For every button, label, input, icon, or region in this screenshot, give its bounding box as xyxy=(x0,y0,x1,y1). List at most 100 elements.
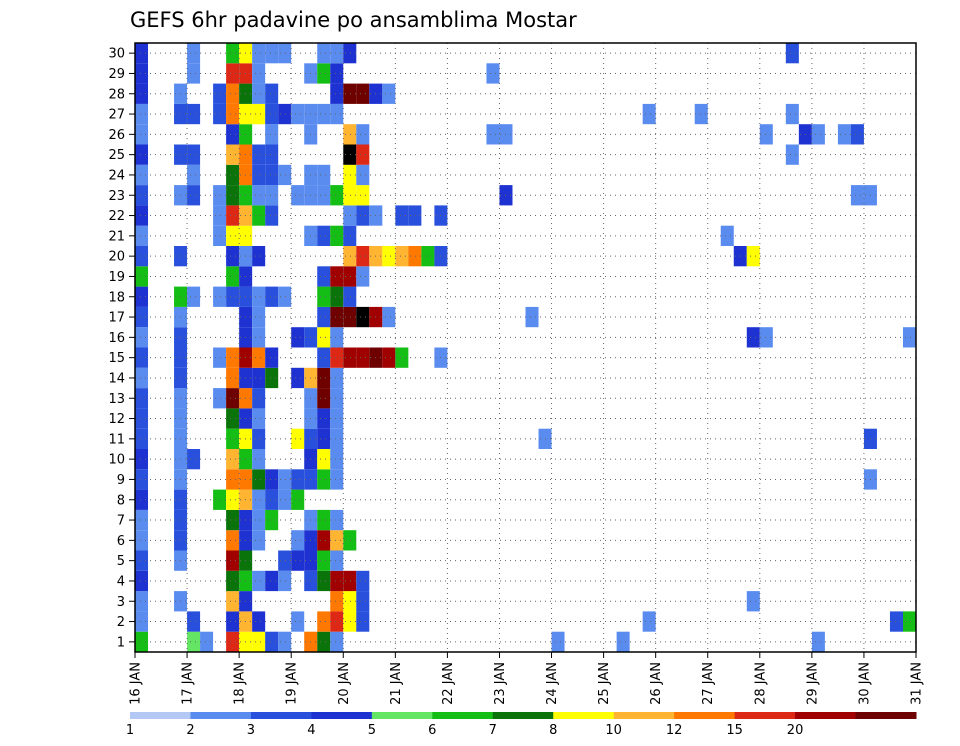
y-tick-label: 27 xyxy=(108,108,125,123)
x-tick-label: 26 JAN xyxy=(649,662,664,705)
heatmap-cell xyxy=(356,611,370,632)
heatmap-cell xyxy=(265,469,279,490)
heatmap-cell xyxy=(265,103,279,125)
heatmap-cell xyxy=(330,611,344,632)
heatmap-cell xyxy=(265,43,279,64)
x-tick-label: 19 JAN xyxy=(285,662,300,705)
heatmap-cell xyxy=(343,570,357,592)
heatmap-cell xyxy=(265,509,279,531)
heatmap-cell xyxy=(317,509,331,531)
heatmap-cell xyxy=(525,306,539,328)
heatmap-cell xyxy=(135,489,149,510)
colorbar-label: 2 xyxy=(186,723,194,738)
heatmap-cell xyxy=(265,367,279,389)
heatmap-cell xyxy=(408,246,422,267)
y-tick-label: 8 xyxy=(117,493,125,508)
x-axis: 16 JAN 17 JAN 18 JAN 19 JAN 20 JAN 21 JAN 22 J… xyxy=(129,652,925,705)
heatmap-cell xyxy=(330,449,344,470)
y-tick-label: 29 xyxy=(108,67,125,82)
heatmap-cell xyxy=(252,367,266,389)
y-tick-label: 7 xyxy=(117,514,125,529)
heatmap-cell xyxy=(226,63,240,84)
heatmap-cell xyxy=(252,530,266,551)
colorbar-label: 7 xyxy=(489,723,497,738)
heatmap-cell xyxy=(317,428,331,449)
heatmap-cell xyxy=(317,43,331,64)
heatmap-cell xyxy=(395,205,409,226)
heatmap-cell xyxy=(889,611,903,632)
x-tick-label: 23 JAN xyxy=(493,662,508,705)
heatmap-cell xyxy=(343,205,357,226)
heatmap-cell xyxy=(213,388,227,409)
x-tick-label: 16 JAN xyxy=(129,662,144,705)
heatmap-cell xyxy=(135,530,149,551)
heatmap-cell xyxy=(265,570,279,592)
heatmap-cell xyxy=(278,550,292,571)
heatmap-cell xyxy=(317,550,331,571)
grid-lines xyxy=(135,43,916,652)
colorbar-swatch xyxy=(250,712,312,719)
x-tick-label: 27 JAN xyxy=(701,662,716,705)
colorbar-swatch xyxy=(855,712,917,719)
heatmap-cell xyxy=(135,509,149,531)
heatmap-cell xyxy=(265,347,279,368)
heatmap-cell xyxy=(135,124,149,145)
heatmap-cell xyxy=(252,103,266,125)
heatmap-cell xyxy=(226,631,240,652)
heatmap-cell xyxy=(343,83,357,104)
heatmap-cell xyxy=(317,611,331,632)
x-tick-label: 30 JAN xyxy=(857,662,872,705)
heatmap-cell xyxy=(785,43,799,64)
heatmap-cell xyxy=(252,43,266,64)
heatmap-cell xyxy=(382,306,396,328)
heatmap-cell xyxy=(187,103,201,125)
heatmap-cell xyxy=(213,83,227,104)
heatmap-cell xyxy=(382,347,396,368)
x-tick-label: 25 JAN xyxy=(597,662,612,705)
heatmap-cell xyxy=(187,43,201,64)
heatmap-cell xyxy=(616,631,630,652)
heatmap-cell xyxy=(135,550,149,571)
heatmap-cell xyxy=(291,469,305,490)
heatmap-cell xyxy=(291,185,305,206)
heatmap-cell xyxy=(252,185,266,206)
heatmap-cell xyxy=(278,570,292,592)
heatmap-cell xyxy=(187,164,201,186)
heatmap-cell xyxy=(226,225,240,246)
heatmap-cell xyxy=(330,509,344,531)
heatmap-cell xyxy=(265,631,279,652)
colorbar-label: 20 xyxy=(787,723,804,738)
heatmap-cell xyxy=(226,428,240,449)
heatmap-cell xyxy=(317,185,331,206)
heatmap-cell xyxy=(226,509,240,531)
heatmap-cell xyxy=(356,205,370,226)
heatmap-cell xyxy=(317,347,331,368)
heatmap-cell xyxy=(343,225,357,246)
heatmap-cell xyxy=(135,591,149,612)
heatmap-cell xyxy=(356,570,370,592)
x-tick-label: 29 JAN xyxy=(805,662,820,705)
colorbar-label: 4 xyxy=(307,723,315,738)
heatmap-cell xyxy=(226,611,240,632)
colorbar-swatch xyxy=(311,712,373,719)
heatmap-cell xyxy=(278,43,292,64)
heatmap-cell xyxy=(226,205,240,226)
heatmap-cell xyxy=(330,266,344,287)
heatmap-cell xyxy=(330,103,344,125)
heatmap-cell xyxy=(330,530,344,551)
heatmap-cell xyxy=(265,83,279,104)
heatmap-cell xyxy=(135,266,149,287)
colorbar-label: 5 xyxy=(368,723,376,738)
heatmap-cell xyxy=(135,103,149,125)
heatmap-cell xyxy=(252,408,266,429)
heatmap-cell xyxy=(278,631,292,652)
heatmap-cell xyxy=(317,570,331,592)
y-tick-label: 24 xyxy=(108,168,125,183)
heatmap-cell xyxy=(135,185,149,206)
colorbar-swatch xyxy=(674,712,736,719)
heatmap-cell xyxy=(187,611,201,632)
y-tick-label: 25 xyxy=(108,148,125,163)
heatmap-cell xyxy=(785,144,799,165)
heatmap-cell xyxy=(135,408,149,429)
